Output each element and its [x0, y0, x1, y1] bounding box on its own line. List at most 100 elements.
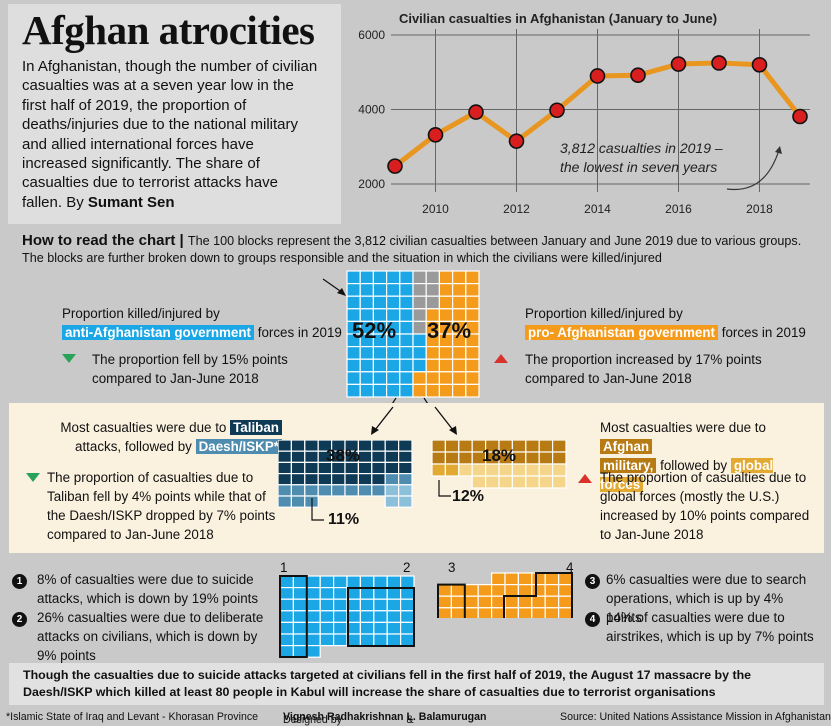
waffle-block	[412, 345, 427, 360]
line-chart: Civilian casualties in Afghanistan (Janu…	[358, 11, 810, 216]
waffle-block	[517, 595, 533, 609]
waffle-block	[397, 461, 413, 475]
waffle-block	[317, 472, 333, 486]
y-tick-label: 4000	[358, 103, 385, 117]
daesh-pointer	[311, 498, 324, 521]
waffle-block	[444, 463, 460, 477]
waffle-block	[319, 610, 335, 623]
y-tick-labels: 2000 4000 6000	[358, 28, 385, 191]
waffle-block	[385, 283, 401, 297]
waffle-block	[357, 472, 373, 486]
waffle-block	[372, 283, 388, 297]
waffle-block	[371, 461, 386, 475]
chart-title: Civilian casualties in Afghanistan (Janu…	[399, 11, 717, 26]
waffle-block	[384, 472, 400, 486]
waffle-block	[412, 283, 427, 297]
note-number-3: 3	[585, 574, 600, 589]
grid-label-2: 2	[403, 560, 411, 575]
waffle-block	[399, 333, 414, 348]
waffle-block	[490, 572, 506, 586]
data-point	[508, 133, 525, 149]
waffle-block	[557, 584, 573, 597]
waffle-block	[425, 270, 440, 285]
waffle-block	[412, 383, 427, 398]
waffle-block	[531, 584, 546, 597]
waffle-block	[359, 621, 375, 635]
global-pointer	[438, 480, 451, 497]
waffle-block	[279, 610, 294, 623]
waffle-block	[332, 587, 348, 600]
data-point	[589, 68, 606, 84]
waffle-block	[292, 644, 308, 658]
waffle-block	[359, 371, 374, 386]
waffle-block	[359, 270, 374, 285]
waffle-operations	[437, 572, 573, 618]
waffle-block	[385, 383, 401, 398]
y-tick-label: 2000	[358, 177, 385, 191]
waffle-block	[304, 440, 319, 452]
waffle-block	[465, 295, 480, 310]
waffle-block	[477, 595, 493, 609]
waffle-block	[292, 598, 308, 612]
waffle-block	[544, 595, 560, 609]
waffle-block	[278, 461, 292, 475]
waffle-block	[451, 358, 467, 373]
taliban-percent: 38%	[326, 446, 361, 465]
waffle-block	[538, 451, 554, 465]
waffle-block	[278, 472, 292, 486]
military-label: Most casualties were due to Afghan milit…	[600, 418, 820, 494]
waffle-block	[306, 598, 321, 612]
waffle-block	[490, 584, 506, 597]
waffle-block	[399, 610, 415, 623]
waffle-block	[437, 607, 452, 618]
waffle-block	[357, 461, 373, 475]
anti-govt-percent: 52%	[352, 318, 397, 343]
annotation-arrow	[726, 149, 780, 191]
waffle-block	[346, 283, 361, 297]
data-point	[549, 102, 565, 119]
waffle-block	[319, 575, 335, 589]
pro-govt-label-post: forces in 2019	[721, 325, 806, 340]
waffle-block	[450, 595, 466, 609]
waffle-block	[431, 451, 446, 465]
waffle-block	[384, 450, 400, 463]
waffle-block	[490, 595, 506, 609]
waffle-block	[399, 320, 414, 335]
anti-govt-label: Proportion killed/injured by anti-Afghan…	[62, 304, 347, 342]
designer-1: Vignesh Radhakrishnan	[283, 711, 404, 723]
waffle-block	[346, 610, 361, 623]
waffle-block	[451, 283, 467, 297]
waffle-block	[332, 633, 348, 647]
y-gridlines	[391, 34, 810, 185]
note-4: 14% of casualties were due to airstrikes…	[606, 610, 814, 644]
waffle-block	[412, 308, 427, 322]
waffle-block	[538, 440, 554, 453]
waffle-block	[306, 621, 321, 635]
group-outline-1	[279, 575, 308, 658]
waffle-block	[551, 440, 567, 453]
military-line2: followed by	[660, 458, 728, 473]
waffle-block	[464, 595, 479, 609]
waffle-block	[290, 484, 306, 497]
waffle-block	[332, 575, 348, 589]
taliban-tag: Taliban	[230, 420, 282, 435]
waffle-block	[399, 587, 415, 600]
waffle-block	[306, 644, 321, 658]
waffle-block	[290, 461, 306, 475]
up-triangle-icon	[578, 474, 592, 483]
waffle-block	[465, 283, 480, 297]
pro-govt-change: The proportion increased by 17% points c…	[525, 352, 762, 386]
waffle-block	[425, 295, 440, 310]
waffle-block	[525, 463, 540, 477]
waffle-block	[373, 633, 388, 647]
waffle-block	[385, 295, 401, 310]
pro-govt-label-pre: Proportion killed/injured by	[525, 306, 683, 321]
waffle-block	[386, 621, 402, 635]
waffle-block	[551, 451, 567, 465]
designed-by-pre: Designed by	[283, 714, 342, 726]
waffle-block	[292, 633, 308, 647]
waffle-block	[465, 383, 480, 398]
pro-govt-tag: pro- Afghanistan government	[525, 325, 718, 340]
taliban-label: Most casualties were due to Taliban atta…	[47, 418, 282, 456]
waffle-military	[431, 440, 567, 489]
